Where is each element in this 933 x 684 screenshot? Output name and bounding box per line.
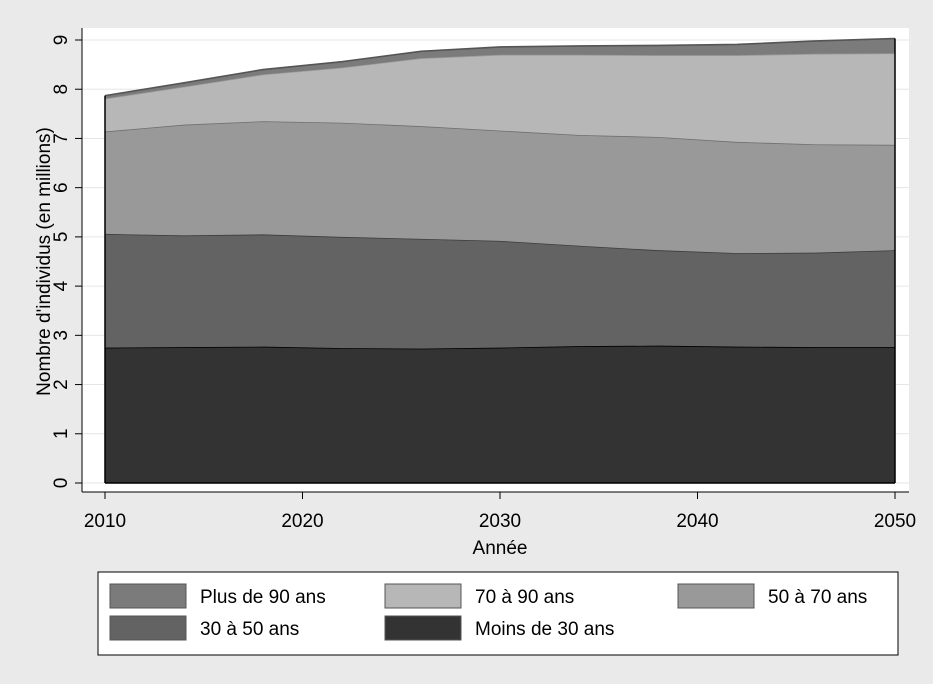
y-tick-label-2: 2: [51, 379, 72, 390]
legend-swatch-50-70-ans: [677, 583, 755, 609]
area-series: [104, 37, 896, 484]
x-tick-label-2020: 2020: [281, 511, 323, 532]
legend-box: [97, 571, 899, 656]
x-tick-label-2040: 2040: [676, 511, 718, 532]
area-70-90-ans: [105, 53, 895, 145]
legend: Plus de 90 ans 70 à 90 ans 50 à 70 ans 30 à…: [97, 571, 899, 656]
area-50-70-ans: [105, 121, 895, 254]
legend-swatch-moins-de-30-ans: [384, 615, 462, 641]
legend-swatch-30-50-ans: [109, 615, 187, 641]
legend-items: Plus de 90 ans 70 à 90 ans 50 à 70 ans 30 à…: [109, 583, 867, 641]
legend-label-50-70-ans: 50 à 70 ans: [768, 587, 867, 608]
legend-swatch-plus-de-90-ans: [109, 583, 187, 609]
y-tick-label-7: 7: [51, 133, 72, 144]
area-moins-de-30-ans: [105, 345, 895, 483]
area-edge-plus-de-90-ans: [104, 37, 896, 97]
y-tick-label-5: 5: [51, 232, 72, 243]
x-axis-title: Année: [473, 538, 528, 559]
axes: 0 1 2 3 4 5 6 7 8 9 2010 2020 2030 2040 2050: [51, 28, 916, 532]
x-tick-label-2030: 2030: [479, 511, 521, 532]
y-tick-label-9: 9: [51, 35, 72, 46]
area-plus-de-90-ans: [105, 38, 895, 99]
legend-label-30-50-ans: 30 à 50 ans: [200, 619, 299, 640]
area-30-50-ans: [105, 233, 895, 349]
y-tick-label-1: 1: [51, 428, 72, 439]
y-tick-label-6: 6: [51, 182, 72, 193]
legend-label-plus-de-90-ans: Plus de 90 ans: [200, 587, 326, 608]
x-tick-label-2050: 2050: [874, 511, 916, 532]
y-tick-label-0: 0: [51, 478, 72, 489]
y-tick-label-3: 3: [51, 330, 72, 341]
legend-label-moins-de-30-ans: Moins de 30 ans: [475, 619, 614, 640]
y-tick-label-8: 8: [51, 84, 72, 95]
x-tick-label-2010: 2010: [84, 511, 126, 532]
y-tick-label-4: 4: [51, 280, 72, 291]
legend-label-70-90-ans: 70 à 90 ans: [475, 587, 574, 608]
legend-swatch-70-90-ans: [384, 583, 462, 609]
y-axis-title: Nombre d'individus (en millions): [34, 127, 55, 396]
